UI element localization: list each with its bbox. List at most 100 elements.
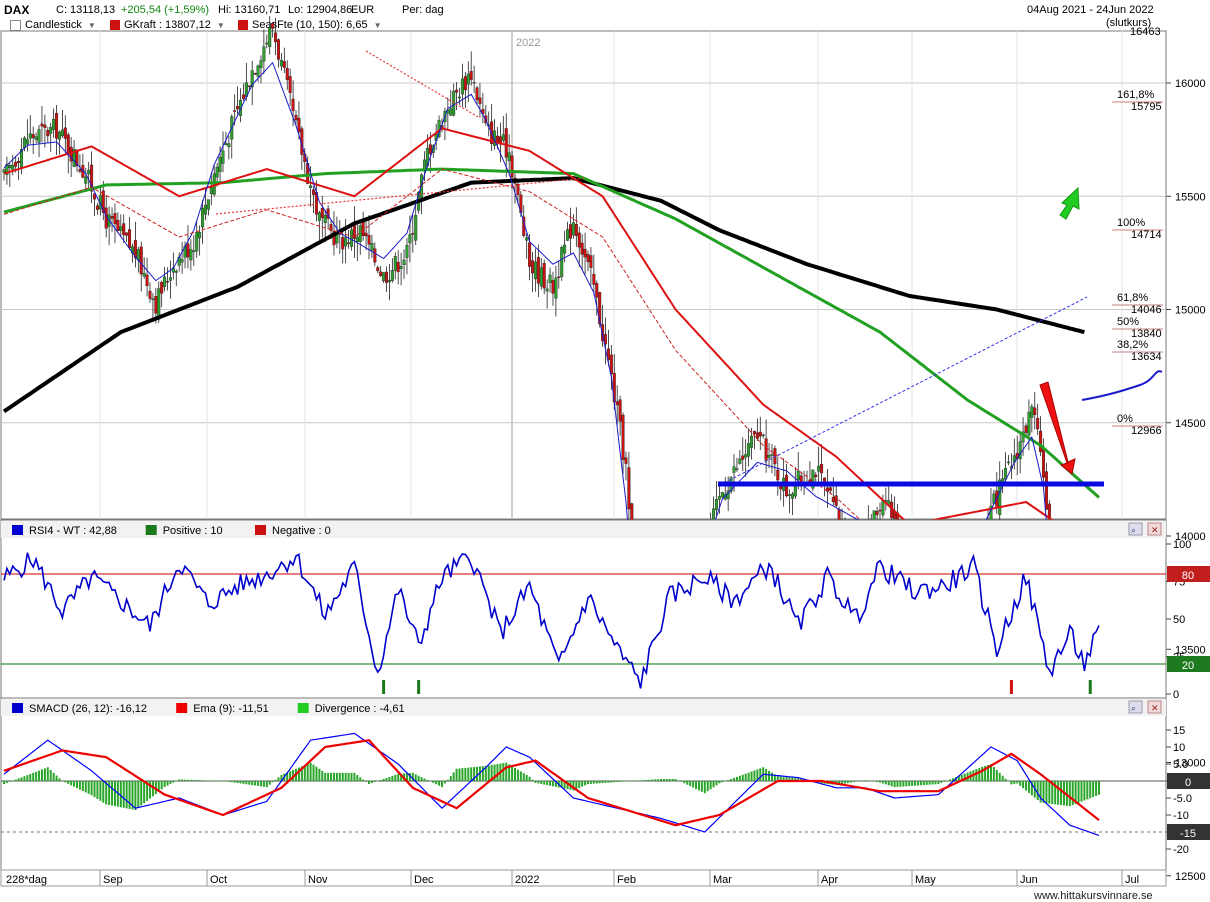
candle-body xyxy=(329,224,333,231)
candle-body xyxy=(825,487,829,492)
divergence-bar xyxy=(581,781,584,787)
divergence-bar xyxy=(695,781,698,789)
divergence-bar xyxy=(43,768,46,781)
candle-body xyxy=(402,259,406,266)
change-value: +205,54 (+1,59%) xyxy=(121,4,210,16)
candle-body xyxy=(14,161,18,167)
candle-body xyxy=(773,448,777,465)
divergence-bar xyxy=(531,779,534,781)
divergence-bar xyxy=(879,781,881,783)
candle-body xyxy=(317,212,321,221)
candle-body xyxy=(1036,417,1040,430)
price-tick-label: 12500 xyxy=(1175,871,1206,883)
divergence-bar xyxy=(248,781,251,785)
divergence-bar xyxy=(712,781,715,788)
divergence-bar xyxy=(335,772,338,781)
macd-close-button[interactable]: ✕ xyxy=(1147,700,1162,714)
seasfte-swatch-icon xyxy=(238,20,248,30)
candle-body xyxy=(174,270,178,273)
candle-body xyxy=(592,273,596,285)
seasfte-select[interactable]: SeasFte (10, 150): 6,65 ▼ xyxy=(238,19,382,31)
divergence-bar xyxy=(905,781,908,787)
divergence-bar xyxy=(604,781,607,783)
chart-type-select[interactable]: Candlestick ▼ xyxy=(10,19,96,31)
divergence-bar xyxy=(432,781,435,783)
rsi-zoom-button[interactable]: ⌕ xyxy=(1128,522,1143,536)
divergence-bar xyxy=(490,764,493,781)
divergence-bar xyxy=(662,778,665,781)
candle-body xyxy=(504,128,508,158)
candle-body xyxy=(516,184,520,195)
candle-body xyxy=(510,155,514,178)
divergence-bar xyxy=(584,781,587,786)
divergence-bar xyxy=(791,777,794,781)
divergence-bar xyxy=(624,781,627,782)
candle-body xyxy=(472,82,476,84)
candle-body xyxy=(221,150,225,164)
divergence-bar xyxy=(697,781,700,791)
candle-body xyxy=(390,270,394,281)
candle-body xyxy=(11,164,15,170)
macd-zoom-button[interactable]: ⌕ xyxy=(1128,700,1143,714)
chart-type-icon xyxy=(10,19,21,31)
divergence-bar xyxy=(388,776,391,781)
candle-body xyxy=(536,257,540,284)
divergence-bar xyxy=(943,781,946,782)
ema-line xyxy=(3,739,1100,827)
divergence-bar xyxy=(1027,781,1030,793)
candle-body xyxy=(604,334,608,345)
fib-pct-label: 50% xyxy=(1117,316,1139,328)
candle-body xyxy=(288,76,292,93)
macd-legend-swatch xyxy=(12,703,23,713)
divergence-bar xyxy=(984,765,987,781)
divergence-bar xyxy=(157,781,160,792)
divergence-bar xyxy=(14,779,17,781)
divergence-bar xyxy=(400,773,403,781)
candle-body xyxy=(408,234,412,244)
divergence-bar xyxy=(995,769,998,781)
divergence-bar xyxy=(838,781,841,785)
divergence-bar xyxy=(362,779,365,781)
candle-body xyxy=(1030,406,1034,418)
divergence-bar xyxy=(820,781,823,784)
gkraft-select[interactable]: GKraft : 13807,12 ▼ xyxy=(110,19,225,31)
divergence-bar xyxy=(49,769,52,781)
divergence-bar xyxy=(516,769,519,781)
macd-tick-label: 5.0 xyxy=(1173,759,1188,771)
divergence-bar xyxy=(125,781,128,809)
divergence-bar xyxy=(788,777,791,781)
divergence-bar xyxy=(26,775,29,781)
candle-body xyxy=(361,221,365,236)
divergence-bar xyxy=(213,780,216,782)
candle-body xyxy=(34,136,38,140)
candle-body xyxy=(241,94,245,100)
candle-body xyxy=(192,250,196,253)
divergence-bar xyxy=(189,779,192,781)
candle-body xyxy=(206,199,210,210)
divergence-bar xyxy=(38,770,41,781)
divergence-bar xyxy=(692,781,695,788)
divergence-bar xyxy=(960,774,963,781)
divergence-bar xyxy=(706,781,709,792)
rsi-close-button[interactable]: ✕ xyxy=(1147,522,1162,536)
candle-body xyxy=(279,59,283,67)
rsi-legend-swatch xyxy=(145,525,157,535)
divergence-bar xyxy=(1004,778,1007,781)
divergence-bar xyxy=(1042,781,1045,803)
candle-body xyxy=(560,247,564,277)
ma-black-line xyxy=(2,176,1085,414)
candle-body xyxy=(1042,448,1046,478)
candle-body xyxy=(875,511,879,516)
candle-body xyxy=(5,164,9,175)
divergence-bar xyxy=(785,776,788,781)
candle-body xyxy=(790,493,794,499)
candle-body xyxy=(22,137,26,149)
divergence-bar xyxy=(40,769,43,781)
divergence-bar xyxy=(359,777,362,781)
divergence-bar xyxy=(119,781,122,808)
candle-body xyxy=(373,248,377,263)
rsi-legend-bar xyxy=(1,521,1166,538)
gkraft-swatch-icon xyxy=(110,20,120,30)
divergence-bar xyxy=(140,781,143,806)
